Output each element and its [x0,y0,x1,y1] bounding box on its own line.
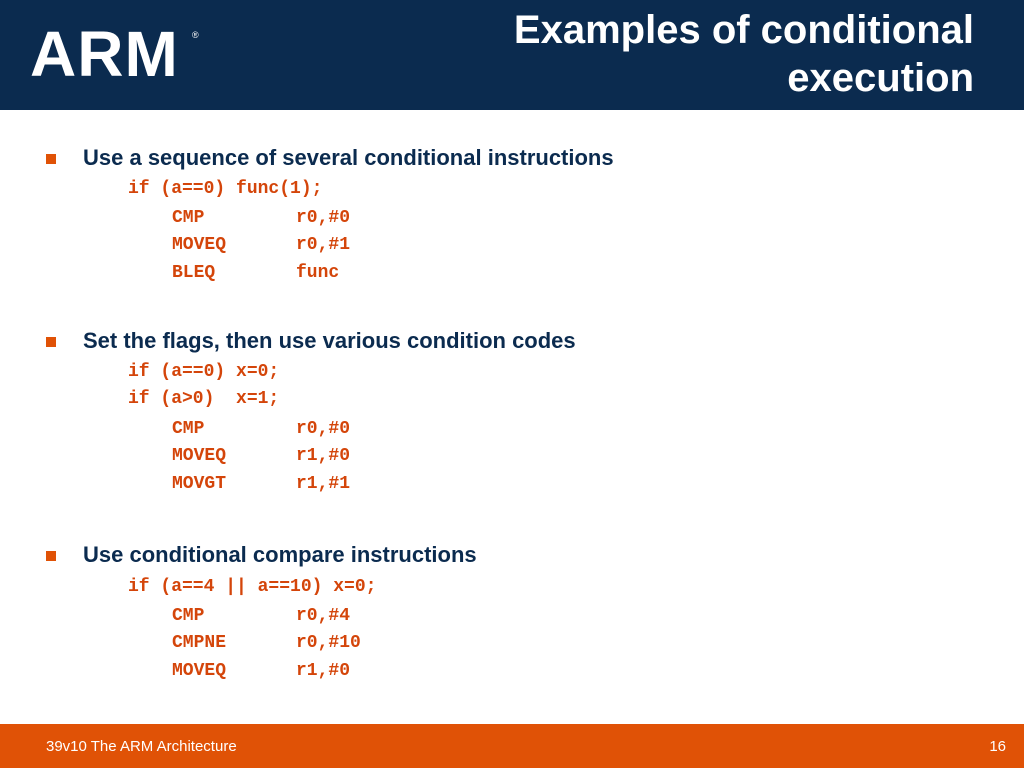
asm-opcode: CMP [172,419,205,439]
registered-mark: ® [192,30,199,40]
asm-opcode: MOVGT [172,474,227,494]
c-code-line: if (a==4 || a==10) x=0; [128,577,377,597]
bullet-icon [46,551,56,561]
asm-operands: r0,#0 [296,419,351,439]
c-code-line: if (a==0) x=0; [128,362,280,382]
c-code-line: if (a==0) func(1); [128,179,323,199]
slide-title: Examples of conditional execution [354,6,974,102]
section-heading: Use conditional compare instructions [83,542,477,567]
asm-operands: r1,#0 [296,661,351,681]
asm-operands: r0,#10 [296,633,361,653]
header-bar: ARM ® Examples of conditional execution [0,0,1024,110]
page-number: 16 [989,738,1006,755]
arm-logo: ARM [30,18,179,90]
asm-operands: r1,#0 [296,446,351,466]
footer-course-title: 39v10 The ARM Architecture [46,738,237,755]
slide-title-line-1: Examples of conditional [513,8,974,52]
section-heading: Set the flags, then use various conditio… [83,328,576,353]
asm-opcode: MOVEQ [172,446,227,466]
footer-bar: 39v10 The ARM Architecture 16 [0,724,1024,768]
asm-operands: r1,#1 [296,474,351,494]
asm-operands: func [296,263,340,283]
asm-operands: r0,#4 [296,606,351,626]
c-code-line: if (a>0) x=1; [128,389,280,409]
asm-opcode: MOVEQ [172,661,227,681]
slide-title-line-2: execution [787,56,974,100]
asm-opcode: CMP [172,208,205,228]
asm-opcode: BLEQ [172,263,216,283]
asm-operands: r0,#1 [296,235,351,255]
section-heading: Use a sequence of several conditional in… [83,145,614,170]
asm-opcode: MOVEQ [172,235,227,255]
bullet-icon [46,337,56,347]
asm-opcode: CMP [172,606,205,626]
bullet-icon [46,154,56,164]
asm-opcode: CMPNE [172,633,227,653]
asm-operands: r0,#0 [296,208,351,228]
slide-content: Use a sequence of several conditional in… [46,145,614,681]
